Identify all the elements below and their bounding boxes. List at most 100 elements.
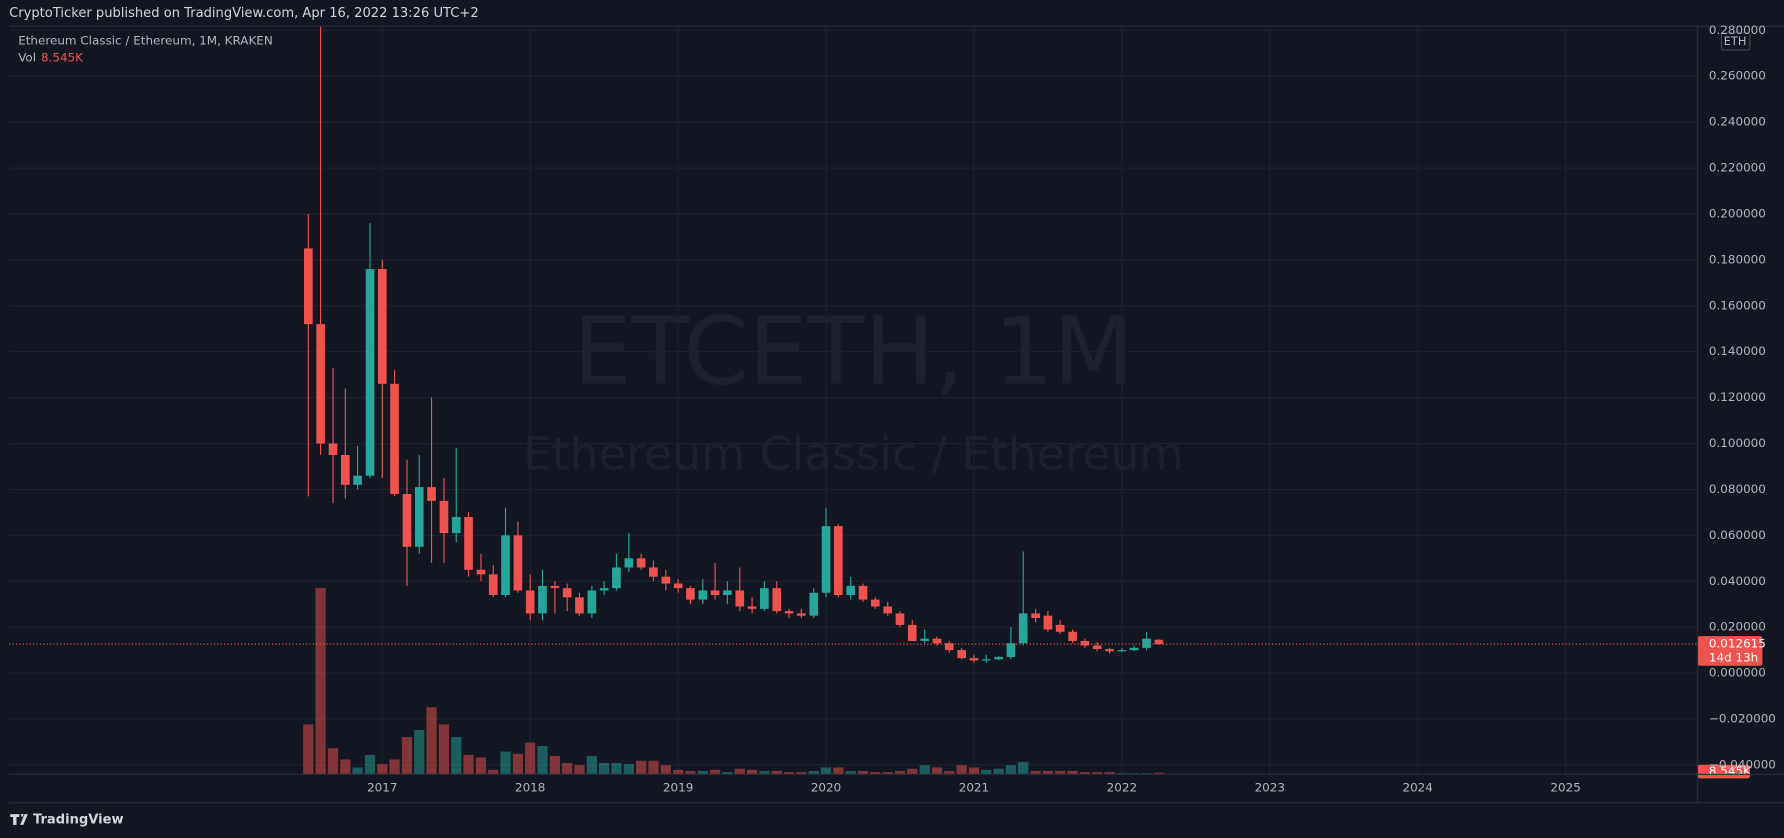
x-tick-label: 2024 bbox=[1402, 780, 1432, 794]
volume-bar bbox=[857, 770, 869, 775]
currency-badge[interactable] bbox=[1720, 32, 1751, 51]
y-tick-label: 0.080000 bbox=[1709, 482, 1766, 496]
volume-bar bbox=[1153, 772, 1164, 775]
candle-body bbox=[735, 590, 745, 607]
volume-bar bbox=[426, 707, 437, 775]
candle-body bbox=[698, 590, 708, 600]
volume-bar bbox=[1005, 765, 1017, 775]
volume-bar bbox=[771, 770, 782, 775]
volume-bar bbox=[1104, 772, 1115, 775]
candle-body bbox=[1006, 643, 1016, 658]
volume-bar bbox=[1018, 761, 1029, 775]
candle-body bbox=[1018, 613, 1028, 644]
chart-root: ETCETH, 1M Ethereum Classic / Ethereum 0… bbox=[9, 6, 1784, 827]
last-price-label: 0.012615 bbox=[1709, 637, 1766, 651]
volume-bar bbox=[500, 751, 511, 775]
candle-body bbox=[328, 443, 338, 455]
candle-body bbox=[1080, 640, 1090, 646]
candle-body bbox=[797, 613, 806, 616]
y-tick-label: 0.240000 bbox=[1709, 115, 1766, 129]
candle-body bbox=[513, 535, 523, 591]
x-tick-label: 2017 bbox=[367, 780, 397, 794]
x-tick-label: 2023 bbox=[1255, 780, 1285, 794]
candle-body bbox=[636, 558, 646, 568]
volume-bar bbox=[549, 756, 561, 775]
volume-bar bbox=[525, 742, 536, 775]
candle-body bbox=[340, 454, 350, 485]
candle-body bbox=[599, 588, 609, 591]
candle-body bbox=[451, 516, 461, 534]
currency-label: ETH bbox=[1724, 34, 1747, 48]
volume-bar bbox=[586, 756, 598, 775]
volume-bar bbox=[919, 765, 930, 775]
volume-bar bbox=[1030, 770, 1041, 775]
volume-legend-title: Vol bbox=[18, 50, 36, 64]
volume-bar bbox=[574, 765, 585, 775]
volume-bar bbox=[993, 768, 1004, 775]
volume-bar bbox=[488, 769, 499, 775]
x-tick-label: 2022 bbox=[1107, 780, 1137, 794]
y-tick-label: 0.200000 bbox=[1709, 206, 1766, 220]
volume-bar bbox=[981, 769, 992, 775]
candle-body bbox=[760, 588, 769, 609]
candle-body bbox=[316, 324, 325, 444]
volume-bar bbox=[734, 768, 745, 775]
volume-bar bbox=[438, 724, 450, 775]
header: CryptoTicker published on TradingView.co… bbox=[9, 6, 479, 21]
volume-bar bbox=[944, 770, 955, 775]
candle-body bbox=[525, 590, 535, 614]
volume-bar bbox=[746, 769, 758, 775]
volume-bar bbox=[931, 767, 943, 775]
plot-area bbox=[9, 26, 1698, 775]
candle-body bbox=[353, 475, 362, 485]
volume-bar bbox=[968, 767, 980, 775]
footer-logo[interactable]: TradingView bbox=[10, 812, 124, 827]
y-tick-label: 0.120000 bbox=[1709, 390, 1766, 404]
volume-bar bbox=[463, 754, 474, 775]
volume-bar bbox=[401, 737, 413, 775]
x-tick-label: 2020 bbox=[811, 780, 841, 794]
volume-bar bbox=[389, 759, 400, 775]
volume-bar bbox=[1092, 772, 1103, 775]
candle-body bbox=[538, 585, 547, 614]
volume-bar bbox=[820, 767, 832, 775]
volume-bar bbox=[956, 765, 967, 775]
candle-body bbox=[920, 638, 930, 641]
x-tick-label: 2018 bbox=[515, 780, 545, 794]
candle-body bbox=[1154, 639, 1164, 645]
candle-body bbox=[1068, 631, 1077, 641]
volume-bar bbox=[672, 769, 684, 775]
volume-bar bbox=[845, 770, 856, 775]
y-tick-label: 0.220000 bbox=[1709, 161, 1766, 175]
volume-bar bbox=[882, 772, 893, 775]
volume-bar bbox=[636, 760, 647, 775]
volume-bar bbox=[1067, 770, 1078, 775]
watermark-subtitle: Ethereum Classic / Ethereum bbox=[523, 428, 1184, 481]
candle-body bbox=[1105, 648, 1114, 652]
candle-body bbox=[575, 597, 584, 614]
candle-body bbox=[365, 269, 375, 476]
candle-body bbox=[439, 500, 449, 534]
candle-body bbox=[846, 585, 856, 596]
y-tick-label: 0.260000 bbox=[1709, 69, 1766, 83]
volume-bar bbox=[685, 770, 696, 775]
symbol-legend: Ethereum Classic / Ethereum, 1M, KRAKEN bbox=[18, 33, 273, 47]
candle-body bbox=[821, 526, 831, 593]
candle-body bbox=[476, 569, 486, 575]
candle-body bbox=[304, 248, 313, 325]
volume-bar bbox=[537, 745, 548, 775]
x-tick-label: 2021 bbox=[959, 780, 989, 794]
y-tick-label: 0.000000 bbox=[1709, 666, 1766, 680]
candle-body bbox=[612, 567, 621, 589]
candle-body bbox=[870, 599, 880, 607]
candle-body bbox=[1031, 613, 1040, 618]
candle-body bbox=[624, 558, 634, 568]
y-tick-label: 0.160000 bbox=[1709, 298, 1766, 312]
candle-body bbox=[858, 585, 868, 600]
candle-body bbox=[1129, 647, 1139, 651]
candle-body bbox=[427, 487, 436, 501]
volume-bar bbox=[833, 767, 844, 775]
